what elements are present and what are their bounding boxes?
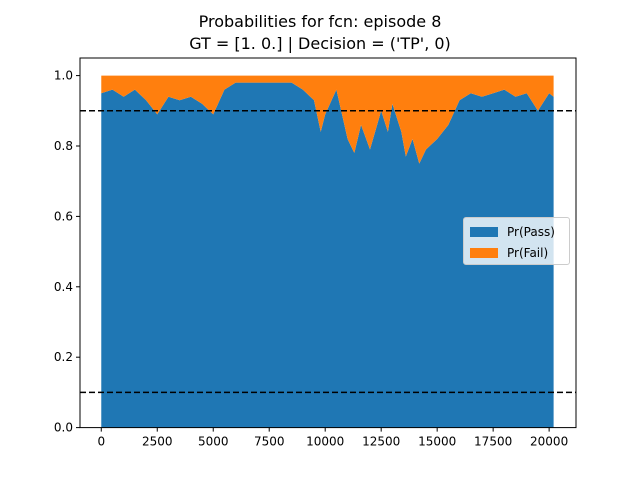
legend-label-fail: Pr(Fail) <box>507 246 549 260</box>
area-pr-pass <box>101 82 554 428</box>
legend-item-pass: Pr(Pass) <box>470 225 555 239</box>
x-tick-label-0: 0 <box>97 435 105 449</box>
x-tick-label-4: 10000 <box>306 435 344 449</box>
chart-title-line-1: Probabilities for fcn: episode 8 <box>198 12 442 31</box>
y-tick-label-1: 0.2 <box>54 350 73 364</box>
y-axis: 0.0 0.2 0.4 0.6 0.8 1.0 <box>54 69 80 435</box>
chart-legend: Pr(Pass) Pr(Fail) <box>463 217 570 265</box>
y-tick-label-0: 0.0 <box>54 421 73 435</box>
y-tick-label-2: 0.4 <box>54 280 73 294</box>
legend-item-fail: Pr(Fail) <box>470 246 548 260</box>
y-tick-label-4: 0.8 <box>54 139 73 153</box>
threshold-lines <box>80 110 576 394</box>
plot-frame <box>79 57 577 429</box>
x-tick-label-7: 17500 <box>474 435 512 449</box>
area-pr-fail <box>101 75 554 164</box>
x-tick-label-1: 2500 <box>142 435 173 449</box>
x-axis: 0 2500 5000 7500 10000 12500 15000 17500 20000 <box>97 427 568 449</box>
x-tick-label-8: 20000 <box>530 435 568 449</box>
plot-areas <box>101 75 554 428</box>
x-tick-label-5: 12500 <box>362 435 400 449</box>
x-tick-label-3: 7500 <box>254 435 285 449</box>
y-tick-label-3: 0.6 <box>54 209 73 223</box>
legend-label-pass: Pr(Pass) <box>507 225 555 239</box>
legend-swatch-fail <box>470 248 498 258</box>
legend-swatch-pass <box>470 227 498 237</box>
y-tick-label-5: 1.0 <box>54 69 73 83</box>
x-tick-label-6: 15000 <box>418 435 456 449</box>
x-tick-label-2: 5000 <box>198 435 229 449</box>
chart-title-line-2: GT = [1. 0.] | Decision = ('TP', 0) <box>189 34 451 53</box>
